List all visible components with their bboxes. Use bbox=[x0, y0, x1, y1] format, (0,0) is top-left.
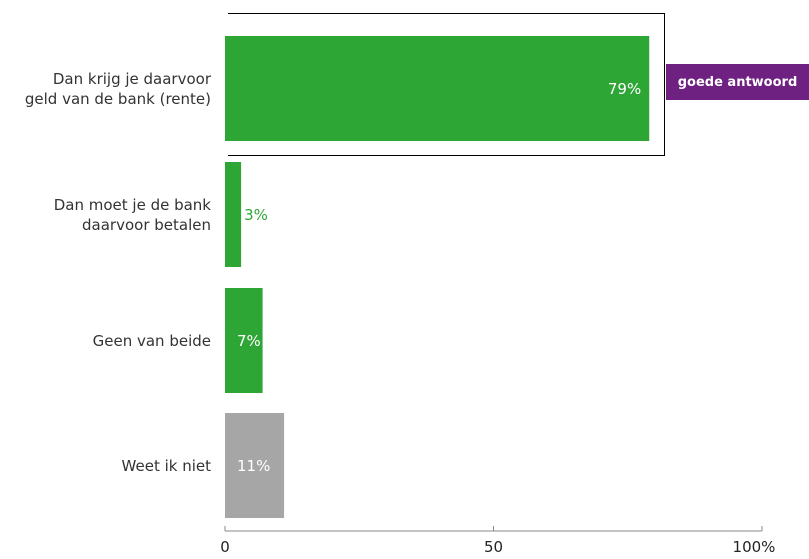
category-label: Weet ik niet bbox=[121, 456, 211, 475]
value-label: 79% bbox=[607, 79, 642, 98]
category-label: Geen van beide bbox=[92, 331, 211, 350]
bar-0 bbox=[225, 36, 650, 141]
x-tick-label: 50 bbox=[483, 538, 504, 556]
bar-3 bbox=[225, 413, 285, 518]
x-tick-label: 100% bbox=[732, 538, 776, 556]
correct-answer-badge: goede antwoord bbox=[666, 64, 809, 100]
correct-answer-highlight-box bbox=[228, 13, 665, 156]
category-label: Dan krijg je daarvoor geld van de bank (r… bbox=[24, 69, 211, 108]
value-label: 7% bbox=[237, 331, 261, 350]
bar-1 bbox=[225, 162, 242, 267]
value-label: 3% bbox=[244, 205, 268, 224]
category-label: Dan moet je de bank daarvoor betalen bbox=[53, 195, 211, 234]
x-tick-label: 0 bbox=[220, 538, 230, 556]
value-label: 11% bbox=[237, 456, 271, 475]
bar-2 bbox=[225, 288, 263, 393]
